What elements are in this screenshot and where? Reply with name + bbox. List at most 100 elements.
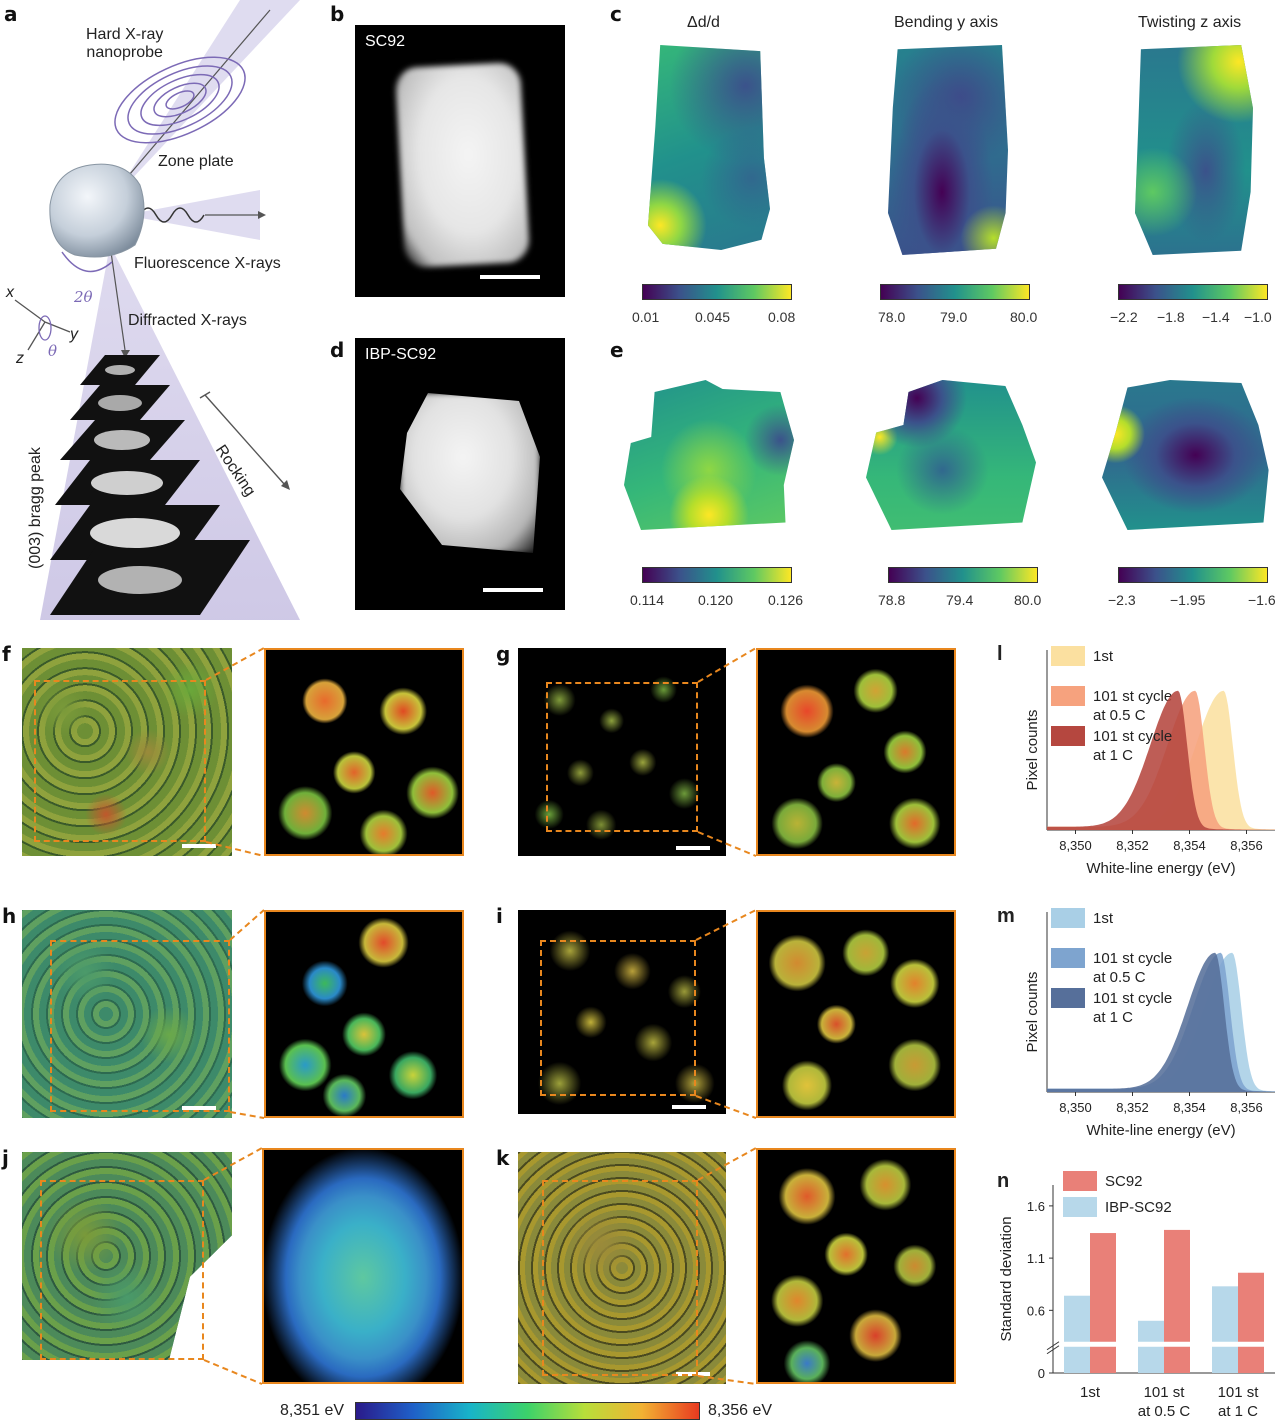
legend-label: SC92 — [1105, 1173, 1143, 1190]
tomography-i-overview — [518, 910, 726, 1114]
panel-label-k: k — [496, 1146, 510, 1170]
diffracted-label: Diffracted X-rays — [128, 312, 247, 329]
tick: 0.045 — [695, 309, 731, 325]
y-tick-label: 1.1 — [1027, 1251, 1045, 1266]
energy-colorbar — [355, 1402, 700, 1420]
scale-bar — [180, 1348, 214, 1352]
energy-max-label: 8,356 eV — [708, 1402, 773, 1419]
tomography-k-overview — [518, 1152, 726, 1384]
ibp-strain-colorbar — [642, 567, 792, 583]
x-tick-label: 8,354 — [1173, 1100, 1206, 1115]
x-tick-label: 8,354 — [1173, 838, 1206, 853]
bending-colorbar — [880, 284, 1030, 300]
sc92-bending-map — [888, 45, 1008, 255]
scale-bar — [182, 1106, 216, 1110]
x-tick-label: 8,350 — [1059, 1100, 1092, 1115]
sc92-particle-image: SC92 — [355, 25, 565, 297]
y-axis-label: Standard deviation — [998, 1216, 1015, 1341]
x-tick-label: 8,350 — [1059, 838, 1092, 853]
legend-label: 101 st cycle at 1 C — [1093, 990, 1172, 1026]
scale-bar — [483, 588, 543, 592]
tick: −2.2 — [1110, 309, 1138, 325]
tick: 0.120 — [698, 592, 734, 608]
panel-label-h: h — [2, 904, 17, 928]
tick: −1.95 — [1170, 592, 1206, 608]
sc92-twisting-map — [1135, 45, 1253, 255]
series-area-3 — [1047, 952, 1275, 1092]
tick: 79.4 — [946, 592, 974, 608]
bar-sc92 — [1164, 1229, 1190, 1373]
tick: −1.6 — [1248, 592, 1276, 608]
sc92-strain-map — [648, 45, 770, 250]
x-axis-label: White-line energy (eV) — [1086, 860, 1235, 877]
zoom-region-i — [540, 940, 696, 1096]
tick: −1.0 — [1244, 309, 1272, 325]
two-theta-label: 2θ — [74, 288, 93, 306]
tomography-f-overview — [22, 648, 232, 856]
axis-x-label: x — [6, 284, 14, 301]
crystal-particle — [49, 163, 145, 258]
y-tick-label: 0.6 — [1027, 1303, 1045, 1318]
panel-label-m: m — [997, 905, 1015, 927]
scale-bar — [676, 846, 710, 850]
x-axis-label: White-line energy (eV) — [1086, 1122, 1235, 1139]
y-tick-label: 0 — [1038, 1366, 1045, 1381]
tick: 0.114 — [630, 592, 664, 608]
tomography-h-overview — [22, 910, 232, 1118]
legend-label: 1st — [1093, 648, 1114, 665]
series-area-3 — [1047, 690, 1275, 830]
panel-label-n: n — [997, 1170, 1009, 1192]
bar-ibp-sc92 — [1138, 1320, 1164, 1373]
bending-map-title: Bending y axis — [894, 14, 999, 31]
chart-n: n 0 0.6 1.1 1.6 1st 101 st at 0.5 C 101 st at 1 C… — [997, 1170, 1275, 1420]
chart-m: m 1st 101 st cycle at 0.5 C 101 st cycle at 1… — [997, 905, 1275, 1139]
zoom-region-k — [542, 1180, 698, 1376]
legend-swatch — [1051, 988, 1085, 1008]
panel-label-j: j — [2, 1146, 9, 1170]
tick: −1.4 — [1202, 309, 1230, 325]
ibp-twisting-map — [1102, 380, 1269, 530]
panel-label-i: i — [496, 904, 503, 928]
tick: 78.8 — [878, 592, 906, 608]
strain-map-title: Δd/d — [687, 14, 720, 31]
y-axis-label: Pixel counts — [1024, 710, 1041, 791]
legend-swatch — [1051, 948, 1085, 968]
ibp-sc92-particle-image: IBP-SC92 — [355, 338, 565, 610]
legend-label: 101 st cycle at 0.5 C — [1093, 688, 1172, 724]
tick: 0.126 — [768, 592, 804, 608]
ibp-bending-colorbar — [888, 567, 1038, 583]
x-tick-label: 8,352 — [1116, 838, 1149, 853]
bar-ibp-sc92 — [1064, 1295, 1090, 1373]
rocking-curve-slices — [50, 355, 250, 615]
panel-label-a: a — [4, 2, 18, 26]
legend-label: 101 st cycle at 0.5 C — [1093, 950, 1172, 986]
y-axis-label: Pixel counts — [1024, 972, 1041, 1053]
tomography-g-zoom — [756, 648, 956, 856]
legend-label: IBP-SC92 — [1105, 1199, 1172, 1216]
x-tick-label: 8,356 — [1230, 838, 1263, 853]
twisting-colorbar — [1118, 284, 1268, 300]
bar-sc92 — [1238, 1272, 1264, 1373]
legend-swatch — [1051, 908, 1085, 928]
tick: 80.0 — [1010, 309, 1038, 325]
x-tick-label: 101 st at 0.5 C — [1138, 1384, 1191, 1420]
tick: −2.3 — [1108, 592, 1136, 608]
probe-label: Hard X-ray nanoprobe — [86, 26, 164, 61]
tick: 0.08 — [768, 309, 796, 325]
fluorescence-label: Fluorescence X-rays — [134, 255, 281, 272]
x-tick-label: 8,356 — [1230, 1100, 1263, 1115]
x-tick-label: 8,352 — [1116, 1100, 1149, 1115]
panel-label-b: b — [330, 2, 345, 26]
twisting-map-title: Twisting z axis — [1138, 14, 1242, 31]
panel-label-f: f — [2, 642, 11, 666]
axis-break-mark — [1046, 1345, 1060, 1355]
schematic-diagram — [14, 0, 300, 620]
axis-y-label: y — [70, 326, 78, 343]
fluorescence-beam — [125, 190, 260, 240]
scale-bar — [182, 844, 216, 848]
bar-sc92 — [1090, 1233, 1116, 1373]
axis-break — [1055, 1341, 1275, 1347]
axis-z-label: z — [16, 350, 24, 367]
zone-plate-label: Zone plate — [158, 153, 234, 170]
